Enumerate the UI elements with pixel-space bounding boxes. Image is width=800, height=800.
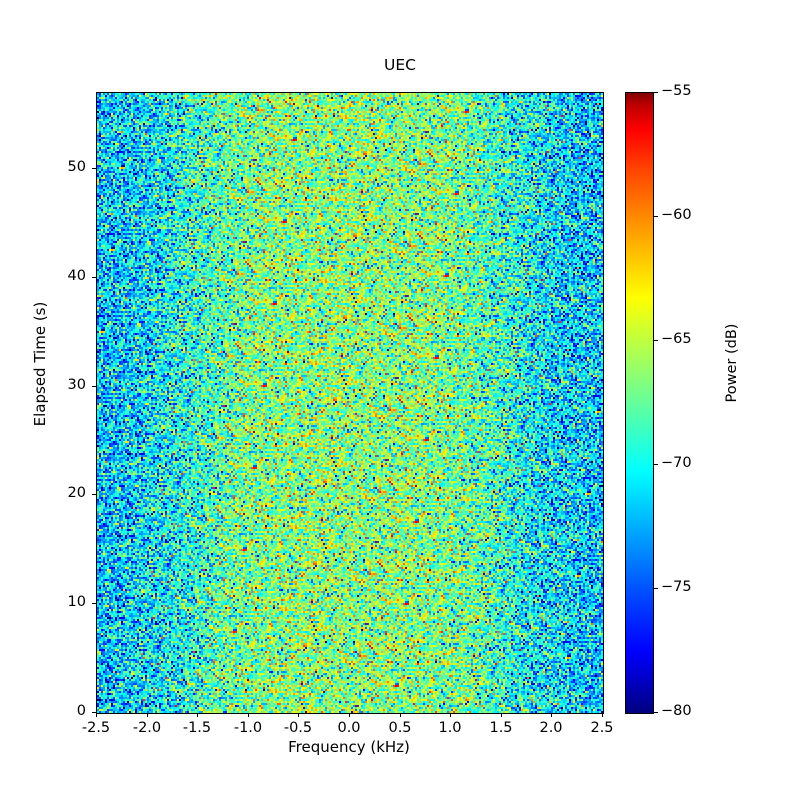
x-tick-mark bbox=[298, 713, 299, 717]
colorbar-tick-label: −75 bbox=[661, 579, 692, 595]
colorbar-gradient bbox=[626, 93, 653, 713]
x-tick-label: 0.5 bbox=[388, 720, 412, 736]
colorbar-tick-mark bbox=[653, 92, 658, 93]
x-tick-label: -0.5 bbox=[283, 720, 313, 736]
colorbar-label: Power (dB) bbox=[724, 323, 740, 403]
y-tick-mark bbox=[92, 277, 96, 278]
x-tick-mark bbox=[349, 713, 350, 717]
y-tick-mark bbox=[92, 712, 96, 713]
x-tick-label: 1.0 bbox=[438, 720, 462, 736]
y-tick-label: 40 bbox=[67, 268, 86, 284]
colorbar-tick-label: −60 bbox=[661, 207, 692, 223]
y-tick-label: 10 bbox=[67, 594, 86, 610]
x-tick-mark bbox=[248, 713, 249, 717]
y-tick-label: 50 bbox=[67, 159, 86, 175]
x-tick-label: 2.0 bbox=[539, 720, 563, 736]
y-tick-mark bbox=[92, 386, 96, 387]
x-tick-mark bbox=[450, 713, 451, 717]
x-tick-label: -2.0 bbox=[132, 720, 162, 736]
y-tick-label: 30 bbox=[67, 377, 86, 393]
spectrogram-plot-area bbox=[96, 92, 604, 714]
colorbar bbox=[625, 92, 654, 714]
colorbar-tick-mark bbox=[653, 340, 658, 341]
title-line-station: UEC bbox=[384, 56, 416, 74]
x-tick-mark bbox=[602, 713, 603, 717]
y-tick-label: 20 bbox=[67, 485, 86, 501]
x-tick-label: -1.5 bbox=[182, 720, 212, 736]
y-tick-mark bbox=[92, 168, 96, 169]
colorbar-tick-mark bbox=[653, 588, 658, 589]
colorbar-tick-label: −70 bbox=[661, 455, 692, 471]
colorbar-tick-mark bbox=[653, 216, 658, 217]
x-tick-label: 0.0 bbox=[337, 720, 361, 736]
y-tick-mark bbox=[92, 494, 96, 495]
x-tick-mark bbox=[400, 713, 401, 717]
x-tick-label: 2.5 bbox=[590, 720, 614, 736]
x-tick-label: -2.5 bbox=[81, 720, 111, 736]
y-tick-label: 0 bbox=[76, 703, 86, 719]
colorbar-tick-mark bbox=[653, 712, 658, 713]
x-tick-mark bbox=[551, 713, 552, 717]
x-tick-mark bbox=[197, 713, 198, 717]
colorbar-tick-label: −80 bbox=[661, 703, 692, 719]
x-tick-mark bbox=[96, 713, 97, 717]
x-axis-label: Frequency (kHz) bbox=[288, 738, 410, 756]
colorbar-tick-mark bbox=[653, 464, 658, 465]
colorbar-tick-label: −65 bbox=[661, 331, 692, 347]
x-tick-mark bbox=[147, 713, 148, 717]
y-axis-label: Elapsed Time (s) bbox=[31, 301, 49, 427]
colorbar-tick-label: −55 bbox=[661, 83, 692, 99]
x-tick-mark bbox=[501, 713, 502, 717]
x-tick-label: -1.0 bbox=[233, 720, 263, 736]
spectrogram-image bbox=[97, 93, 603, 713]
x-tick-label: 1.5 bbox=[489, 720, 513, 736]
y-tick-mark bbox=[92, 603, 96, 604]
